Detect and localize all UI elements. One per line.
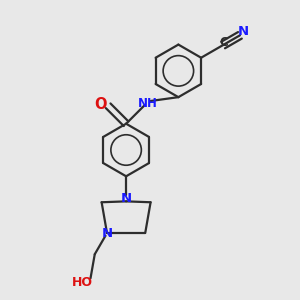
Text: N: N: [121, 192, 132, 205]
Text: O: O: [94, 98, 106, 112]
Text: N: N: [238, 25, 249, 38]
Text: NH: NH: [138, 97, 158, 110]
Text: N: N: [101, 226, 112, 239]
Text: HO: HO: [72, 276, 93, 289]
Text: C: C: [220, 36, 228, 49]
